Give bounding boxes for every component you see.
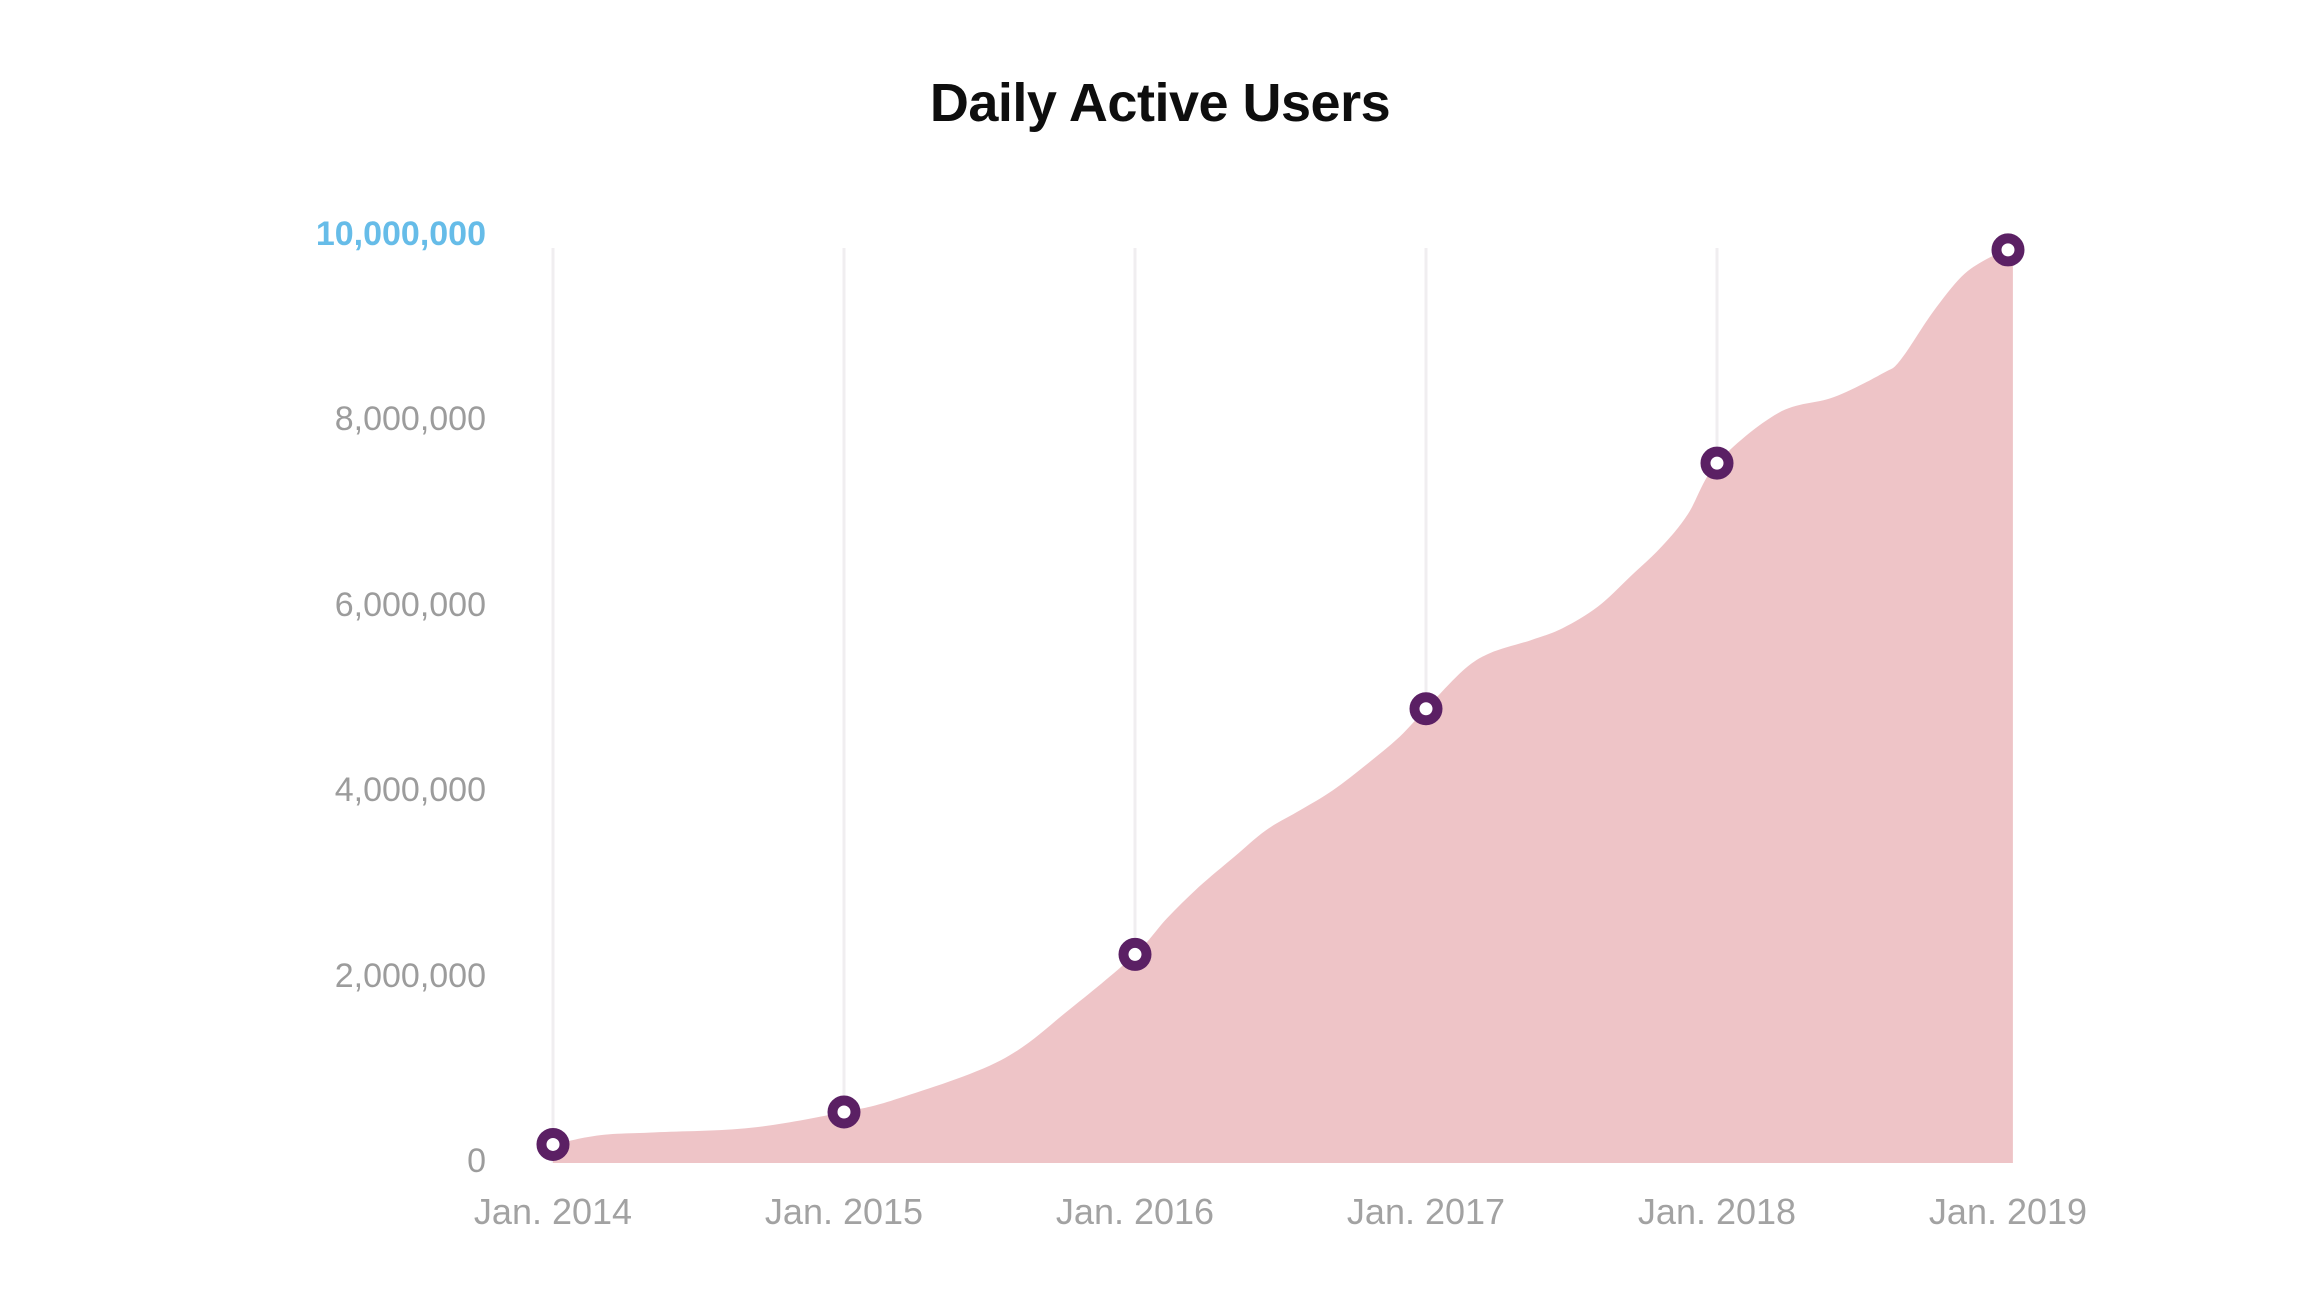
data-point-marker — [1118, 937, 1152, 971]
x-axis-label: Jan. 2015 — [764, 1191, 924, 1232]
y-axis-label: 2,000,000 — [334, 956, 486, 995]
x-axis-label: Jan. 2019 — [1928, 1191, 2088, 1232]
x-axis-label: Jan. 2017 — [1346, 1191, 1506, 1232]
data-point-marker — [536, 1127, 570, 1161]
chart-title: Daily Active Users — [929, 73, 1391, 133]
y-axis-label: 4,000,000 — [334, 771, 486, 810]
data-point-marker — [1700, 446, 1734, 480]
y-axis-label: 8,000,000 — [334, 400, 486, 439]
y-axis-label: 6,000,000 — [334, 585, 486, 624]
data-point-marker — [827, 1095, 861, 1129]
area-fill — [553, 249, 2013, 1164]
y-axis-label-highlighted: 10,000,000 — [315, 215, 486, 253]
data-point-marker — [1409, 692, 1443, 726]
x-axis-label: Jan. 2018 — [1637, 1191, 1797, 1232]
x-axis-label: Jan. 2016 — [1055, 1191, 1215, 1232]
data-point-marker — [1991, 233, 2025, 267]
x-axis-label: Jan. 2014 — [473, 1191, 633, 1232]
y-axis-label: 0 — [467, 1142, 486, 1180]
